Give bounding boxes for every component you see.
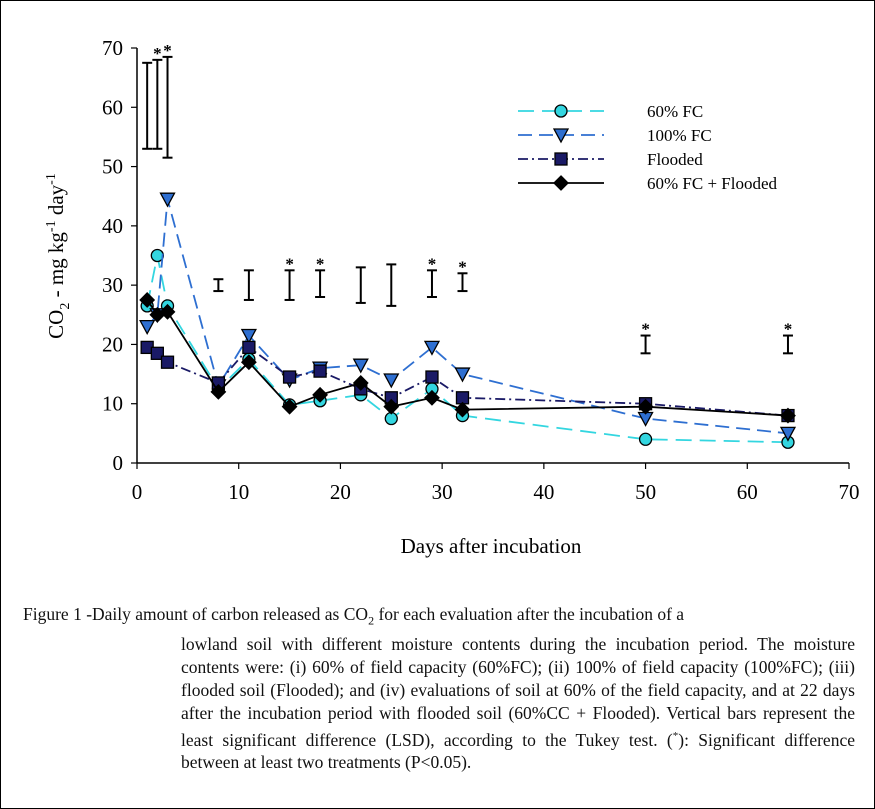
caption-rest-sup: *: [672, 729, 679, 742]
lsd-bars: * ** * * ** *: [142, 41, 793, 355]
y-tick-label: 60: [102, 95, 123, 119]
significance-star: *: [458, 257, 467, 276]
marker-diamond: [637, 398, 654, 415]
caption-rest-b: ): Significant difference between at lea…: [181, 729, 855, 773]
marker-square: [160, 355, 175, 369]
marker-diamond: [281, 398, 298, 415]
y-tick-label: 30: [102, 273, 123, 297]
marker-circle: [638, 432, 653, 446]
caption-lead: Figure 1 -: [23, 604, 93, 624]
legend-label: Flooded: [647, 150, 703, 169]
legend-label: 100% FC: [647, 126, 712, 145]
significance-star: *: [641, 320, 650, 339]
caption-line1-a: Daily amount of carbon released as CO: [92, 604, 369, 624]
marker-square: [282, 370, 297, 384]
marker-triangle: [352, 358, 369, 374]
x-tick-label: 20: [330, 480, 351, 504]
x-tick-label: 30: [432, 480, 453, 504]
marker-diamond: [424, 389, 440, 406]
x-axis-title: Days after incubation: [401, 534, 582, 558]
caption-line1: Daily amount of carbon released as CO2 f…: [92, 603, 684, 633]
marker-triangle: [779, 426, 797, 442]
significance-star: *: [163, 41, 172, 60]
marker-diamond: [553, 175, 569, 191]
y-tick-label: 50: [102, 155, 123, 179]
y-tick-label: 70: [102, 36, 123, 60]
legend: 60% FC 100% FC Flooded 60% FC + Flooded: [518, 102, 778, 193]
caption-line1-b: for each evaluation after the incubation…: [374, 604, 685, 624]
legend-label: 60% FC: [647, 102, 703, 121]
y-axis-title-sup2: -1: [44, 173, 59, 185]
marker-square: [242, 340, 256, 355]
marker-diamond: [352, 375, 369, 391]
caption-rest-a: lowland soil with different moisture con…: [181, 633, 855, 750]
marker-diamond: [139, 292, 156, 308]
caption-line1-sub: 2: [368, 613, 375, 628]
marker-circle: [554, 104, 568, 118]
marker-triangle: [159, 192, 176, 208]
y-axis-title-sub: 2: [58, 303, 73, 310]
y-axis-title-part1: - mg kg: [44, 232, 68, 303]
x-tick-label: 70: [839, 480, 860, 504]
x-tick-label: 40: [533, 480, 554, 504]
significance-star: *: [784, 320, 793, 339]
marker-triangle: [383, 373, 400, 389]
y-tick-label: 40: [102, 214, 123, 238]
x-tick-label: 0: [132, 480, 143, 504]
caption-body: lowland soil with different moisture con…: [23, 633, 855, 775]
y-axis-title-part2: day: [44, 184, 68, 220]
series-group: [139, 192, 797, 449]
y-tick-label: 10: [102, 392, 123, 416]
x-tick-label: 50: [635, 480, 656, 504]
significance-star: *: [428, 254, 437, 273]
axes: 0 10 20 30 40 50 60 70 0 10 20 30 40 50 60 70: [102, 36, 860, 504]
marker-square: [150, 346, 164, 360]
marker-diamond: [454, 401, 471, 418]
y-tick-label: 0: [113, 451, 124, 475]
marker-diamond: [383, 398, 400, 415]
marker-diamond: [159, 303, 176, 320]
y-axis-title: CO2 - mg kg-1 day-1: [44, 173, 73, 339]
marker-triangle: [552, 128, 570, 144]
y-tick-label: 20: [102, 332, 123, 356]
marker-diamond: [780, 407, 796, 424]
legend-label: 60% FC + Flooded: [647, 174, 778, 193]
y-axis-title-sup1: -1: [44, 220, 59, 232]
figure-caption: Figure 1 - Daily amount of carbon releas…: [23, 603, 855, 774]
x-tick-label: 10: [228, 480, 249, 504]
significance-star: *: [316, 254, 325, 273]
marker-square: [313, 364, 327, 378]
marker-diamond: [240, 354, 257, 371]
x-tick-label: 60: [737, 480, 758, 504]
significance-star: *: [153, 44, 162, 63]
marker-triangle: [454, 367, 471, 383]
significance-star: *: [285, 254, 294, 273]
marker-diamond: [312, 386, 329, 403]
marker-triangle: [240, 328, 257, 344]
marker-diamond: [210, 383, 227, 400]
marker-triangle: [139, 319, 156, 336]
marker-square: [554, 152, 568, 166]
y-axis-title-main: CO: [44, 310, 68, 339]
marker-triangle: [423, 340, 441, 356]
marker-square: [425, 370, 439, 384]
